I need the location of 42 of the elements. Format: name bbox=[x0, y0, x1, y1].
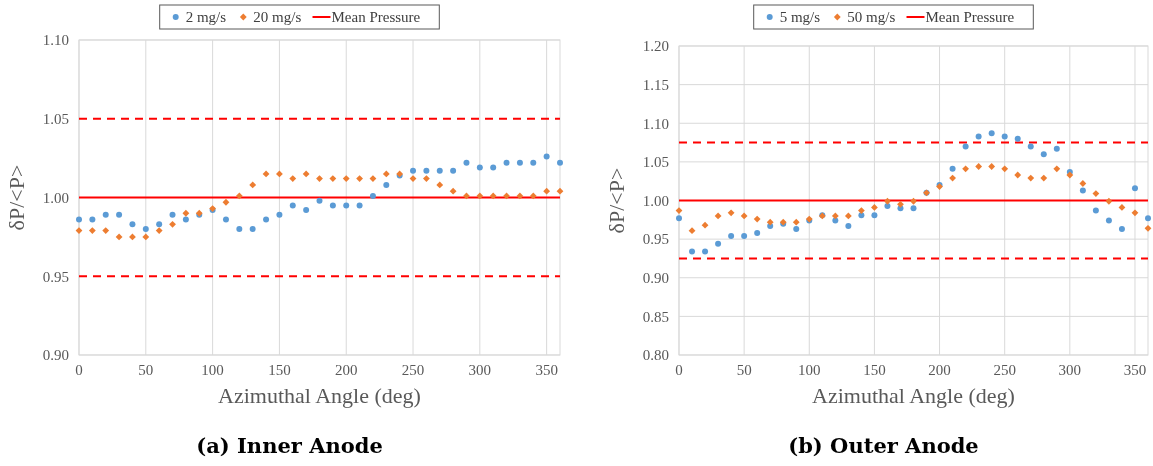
x-tick-label: 200 bbox=[334, 362, 358, 378]
x-tick-label: 0 bbox=[675, 362, 683, 378]
x-tick-label: 100 bbox=[798, 362, 821, 378]
y-tick-label: 1.00 bbox=[42, 189, 69, 206]
x-tick-label: 0 bbox=[75, 362, 83, 378]
y-tick-label: 1.15 bbox=[642, 76, 669, 93]
x-tick-label: 100 bbox=[201, 362, 224, 378]
x-tick-label: 150 bbox=[268, 362, 291, 378]
text: (b) Outer Anode bbox=[788, 433, 979, 458]
y-tick-label: 0.95 bbox=[42, 268, 69, 285]
legend-label: Mean Pressure bbox=[925, 9, 1015, 26]
y-tick-label: 0.90 bbox=[42, 347, 69, 364]
x-tick-label: 250 bbox=[401, 362, 425, 378]
x-tick-label: 300 bbox=[468, 362, 492, 378]
y-axis-title: δP/<P> bbox=[604, 167, 629, 234]
legend-label: 50 mg/s bbox=[847, 9, 896, 26]
y-tick-label: 1.00 bbox=[642, 192, 669, 209]
y-axis-title: δP/<P> bbox=[4, 164, 29, 231]
legend-label: 5 mg/s bbox=[779, 9, 821, 26]
x-tick-label: 50 bbox=[138, 362, 154, 378]
y-tick-label: 1.05 bbox=[42, 111, 69, 127]
y-tick-label: 0.85 bbox=[642, 308, 669, 325]
x-tick-label: 250 bbox=[993, 362, 1016, 378]
y-tick-label: 1.10 bbox=[42, 32, 69, 49]
x-tick-label: 350 bbox=[1123, 362, 1147, 378]
x-axis-title: Azimuthal Angle (deg) bbox=[812, 383, 1015, 408]
y-tick-label: 0.80 bbox=[642, 347, 669, 364]
legend-label: 2 mg/s bbox=[185, 9, 227, 26]
x-tick-label: 200 bbox=[928, 362, 951, 378]
x-tick-label: 50 bbox=[736, 362, 752, 378]
x-axis-title: Azimuthal Angle (deg) bbox=[218, 383, 421, 408]
legend-label: 20 mg/s bbox=[253, 9, 302, 26]
legend-label: Mean Pressure bbox=[331, 9, 421, 26]
x-tick-label: 300 bbox=[1058, 362, 1082, 378]
y-tick-label: 1.20 bbox=[642, 38, 669, 55]
y-tick-label: 0.90 bbox=[642, 270, 669, 286]
text: (a) Inner Anode bbox=[196, 433, 383, 458]
x-tick-label: 150 bbox=[863, 362, 886, 378]
y-tick-label: 1.10 bbox=[642, 115, 669, 132]
x-tick-label: 350 bbox=[535, 362, 558, 378]
y-tick-label: 1.05 bbox=[642, 154, 669, 171]
y-tick-label: 0.95 bbox=[642, 231, 669, 248]
